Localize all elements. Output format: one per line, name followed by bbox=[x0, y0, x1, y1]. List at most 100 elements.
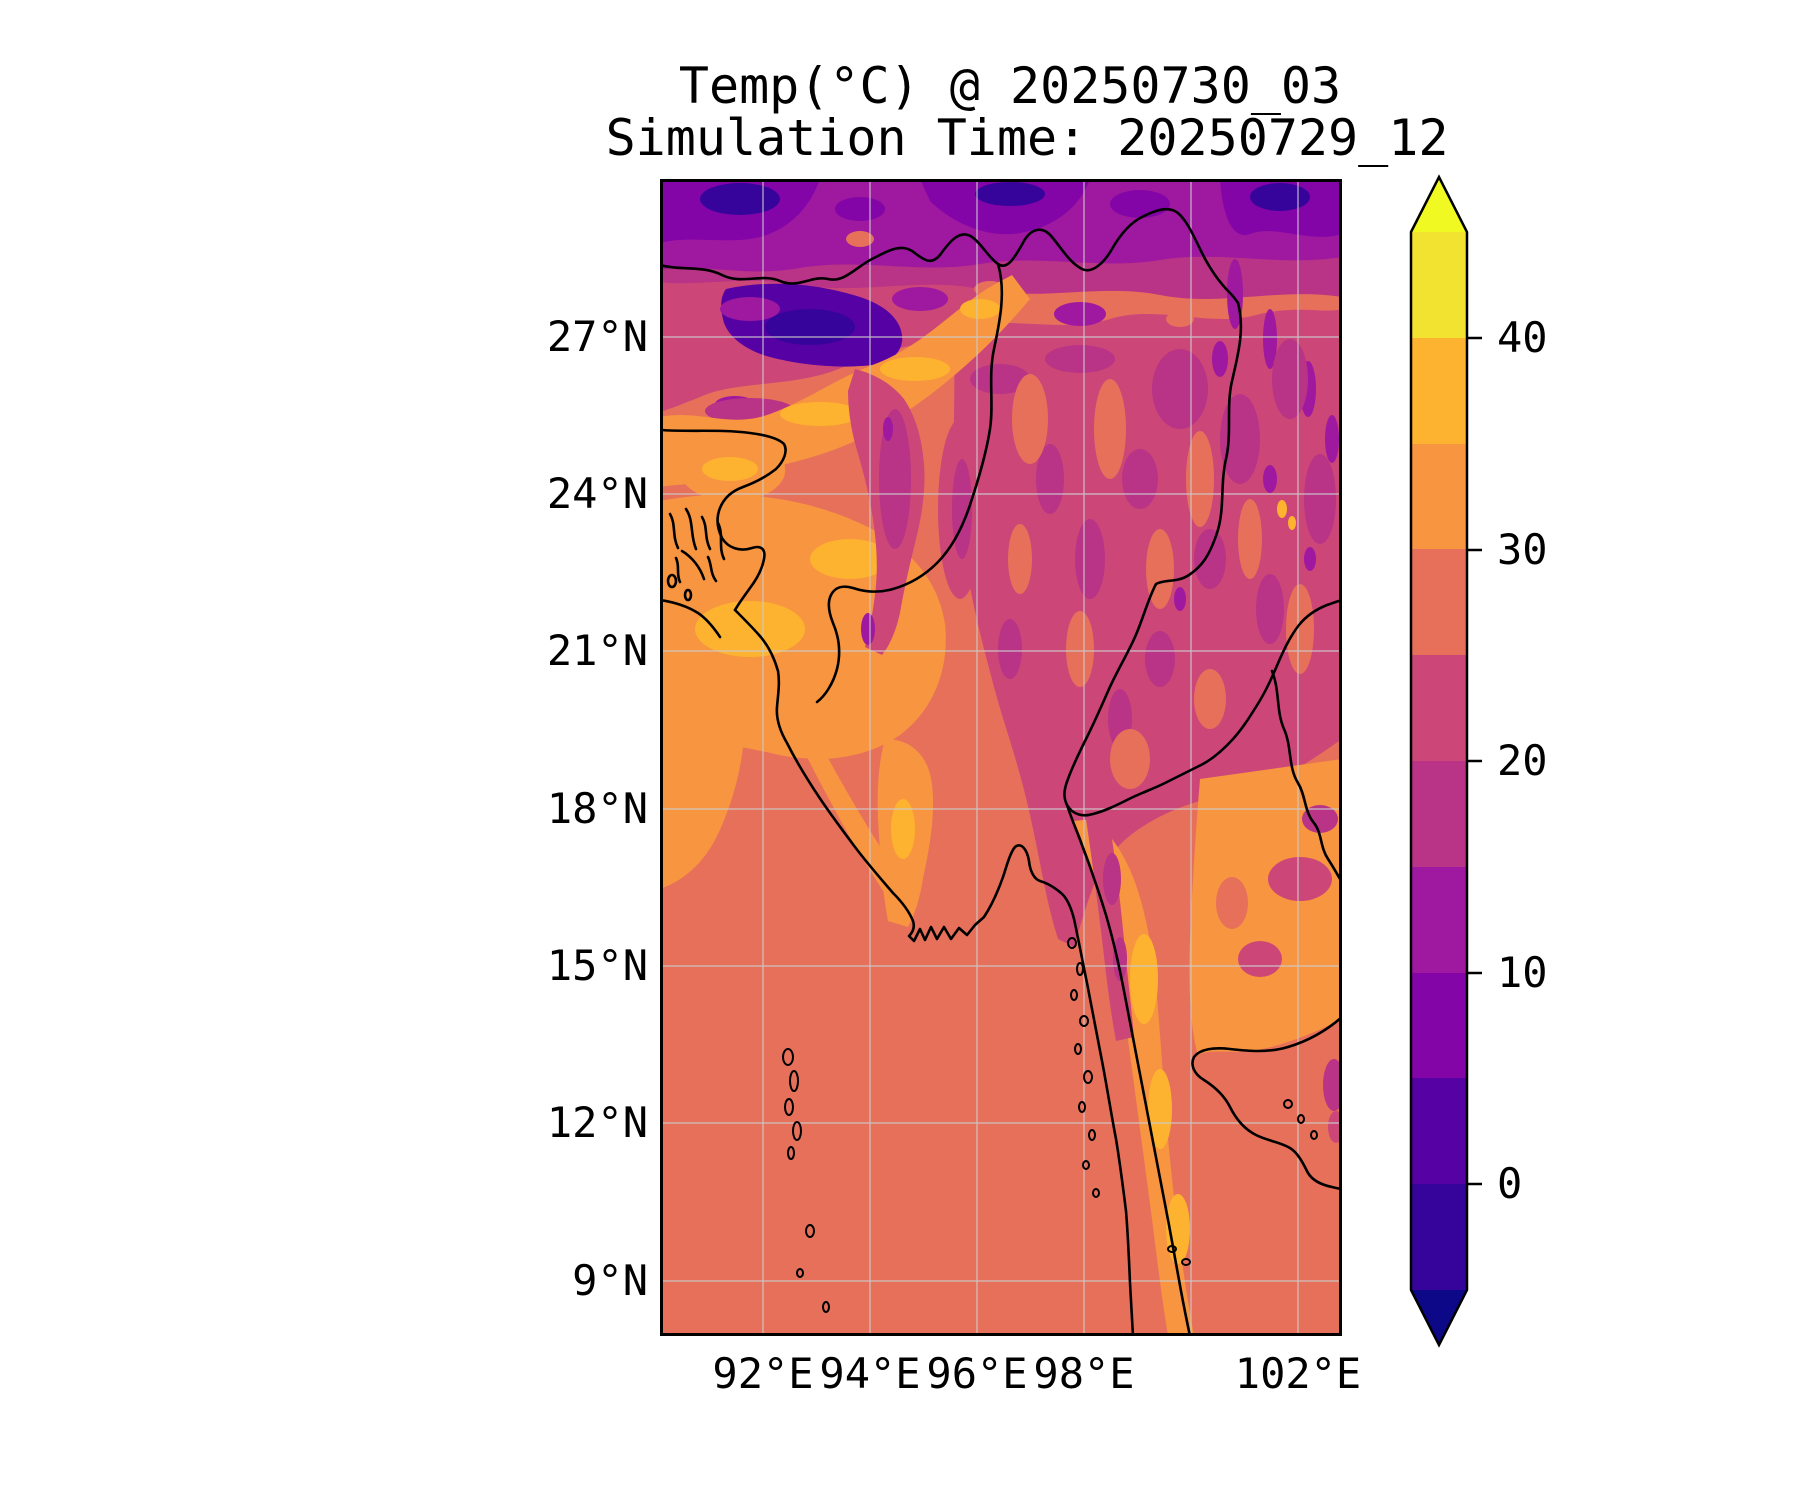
contour-vein-salmon bbox=[1012, 374, 1048, 464]
island-chains bbox=[782, 937, 1318, 1313]
contour-speck-purple bbox=[861, 613, 875, 645]
contour-speck-magenta bbox=[1045, 345, 1115, 373]
contour-speck-pink bbox=[1328, 1111, 1342, 1143]
colorbar-label-40: 40 bbox=[1497, 313, 1548, 362]
x-tick-label-98e: 98°E bbox=[1033, 1349, 1135, 1398]
mergui-island bbox=[1079, 1015, 1089, 1027]
contour-speck-magenta bbox=[1256, 574, 1284, 644]
contour-speck-magenta bbox=[1220, 394, 1260, 484]
colorbar-segment-30-35 bbox=[1411, 444, 1467, 549]
x-tick-label-102e: 102°E bbox=[1234, 1349, 1362, 1398]
coastlines bbox=[660, 507, 1342, 1336]
mergui-island bbox=[1083, 1070, 1093, 1084]
coastline-islet bbox=[683, 588, 693, 602]
contour-speck-purple bbox=[892, 287, 948, 311]
contour-speck-magenta bbox=[1145, 631, 1175, 687]
contour-speck-purple bbox=[883, 417, 893, 441]
contour-speck-amber bbox=[1277, 500, 1287, 518]
contour-core-amber bbox=[880, 357, 950, 381]
andaman-island bbox=[787, 1146, 795, 1160]
contour-speck-magenta bbox=[1075, 519, 1105, 599]
border-india-myanmar bbox=[815, 262, 1004, 704]
contour-speck-purple bbox=[720, 297, 780, 321]
contour-core-amber bbox=[702, 457, 758, 481]
gulf-islet bbox=[1310, 1130, 1318, 1140]
contour-region-sea-warm-patch bbox=[660, 657, 744, 889]
contour-core-amber bbox=[1148, 1069, 1172, 1149]
contour-speck-purple bbox=[1212, 341, 1228, 377]
contour-core-amber bbox=[960, 299, 1000, 319]
contour-core-amber bbox=[695, 601, 805, 657]
contour-speck-magenta bbox=[970, 364, 1030, 394]
mergui-island bbox=[1074, 1043, 1082, 1055]
figure-subtitle: Simulation Time: 20250729_12 bbox=[605, 109, 1449, 167]
andaman-island bbox=[822, 1301, 830, 1313]
colorbar-label-0: 0 bbox=[1497, 1159, 1523, 1208]
y-tick-label-9n: 9°N bbox=[572, 1256, 648, 1305]
contour-speck-purple bbox=[1304, 547, 1316, 571]
contour-vein-salmon bbox=[846, 231, 874, 247]
map-frame bbox=[660, 179, 1342, 1336]
coastline-myanmar-main bbox=[733, 608, 1135, 1336]
contour-blob-violet-topcenter bbox=[920, 179, 1090, 235]
contour-blob-violet-speck bbox=[1110, 190, 1170, 218]
coastline-delta-creek bbox=[700, 515, 718, 583]
andaman-island bbox=[805, 1224, 815, 1238]
andaman-island bbox=[796, 1268, 804, 1278]
gulf-islet bbox=[1297, 1114, 1305, 1124]
contour-speck-magenta bbox=[1304, 454, 1336, 544]
contour-vein-salmon bbox=[1286, 584, 1314, 674]
contour-region-coastal-orange bbox=[772, 669, 908, 905]
contour-vein-salmon bbox=[1008, 524, 1032, 594]
contour-speck-pink bbox=[1268, 857, 1332, 901]
coastline-gulf-of-thailand bbox=[1191, 1015, 1342, 1191]
border-bangladesh-loop bbox=[660, 428, 787, 612]
andaman-island bbox=[789, 1070, 799, 1092]
mergui-island bbox=[1076, 962, 1084, 976]
contour-speck-purple bbox=[1325, 415, 1339, 463]
contour-speck-magenta bbox=[1152, 349, 1208, 429]
y-tick-label-27n: 27°N bbox=[546, 312, 648, 361]
y-tick-label-18n: 18°N bbox=[546, 784, 648, 833]
contour-speck-magenta bbox=[1272, 339, 1308, 419]
contour-region-se-orange-band bbox=[1074, 819, 1194, 1336]
contour-vein-salmon bbox=[1238, 499, 1262, 579]
mergui-island bbox=[1082, 1160, 1090, 1170]
contour-speck-pink bbox=[1238, 941, 1282, 977]
mergui-island bbox=[1092, 1188, 1100, 1198]
contour-region-thailand-orange bbox=[1189, 759, 1342, 1055]
contour-core-amber bbox=[780, 402, 860, 426]
contour-speck-magenta bbox=[998, 619, 1022, 679]
border-himalaya-chain bbox=[660, 207, 1240, 305]
x-tick-label-92e: 92°E bbox=[712, 1349, 814, 1398]
contour-blob-violet-speck bbox=[835, 197, 885, 221]
colorbar-outline bbox=[1409, 174, 1469, 1348]
contour-blob-navy-core bbox=[975, 182, 1045, 206]
contour-speck-purple bbox=[1054, 302, 1106, 326]
contour-core-magenta bbox=[1103, 853, 1121, 905]
contour-blob-navy-core bbox=[765, 309, 855, 345]
colorbar-segment-10-15 bbox=[1411, 867, 1467, 973]
graticule bbox=[660, 179, 1342, 1336]
x-tick-label-94e: 94°E bbox=[819, 1349, 921, 1398]
coastline-delta-creek bbox=[684, 507, 698, 551]
x-tick-label-96e: 96°E bbox=[926, 1349, 1028, 1398]
contour-blob-navy-core bbox=[700, 183, 780, 215]
contour-speck-purple bbox=[1263, 465, 1277, 493]
contour-vein-salmon bbox=[1094, 379, 1126, 479]
coastline-delta-creek bbox=[680, 549, 706, 581]
contour-speck-purple bbox=[1174, 587, 1186, 611]
contour-blob-navy-core bbox=[1250, 183, 1310, 211]
colorbar-over-arrow bbox=[1411, 177, 1467, 232]
gulf-islet bbox=[1283, 1099, 1293, 1109]
contour-core-magenta bbox=[1113, 937, 1127, 981]
figure-title: Temp(°C) @ 20250730_03 bbox=[678, 57, 1342, 115]
colorbar-under-arrow bbox=[1411, 1290, 1467, 1345]
coastline-india-leadin bbox=[660, 598, 722, 639]
contour-vein-salmon bbox=[1066, 611, 1094, 687]
colorbar-segment-20-25 bbox=[1411, 655, 1467, 761]
andaman-island bbox=[782, 1048, 794, 1066]
colorbar-segment-0-5 bbox=[1411, 1078, 1467, 1184]
contour-speck-magenta bbox=[1323, 1059, 1342, 1111]
